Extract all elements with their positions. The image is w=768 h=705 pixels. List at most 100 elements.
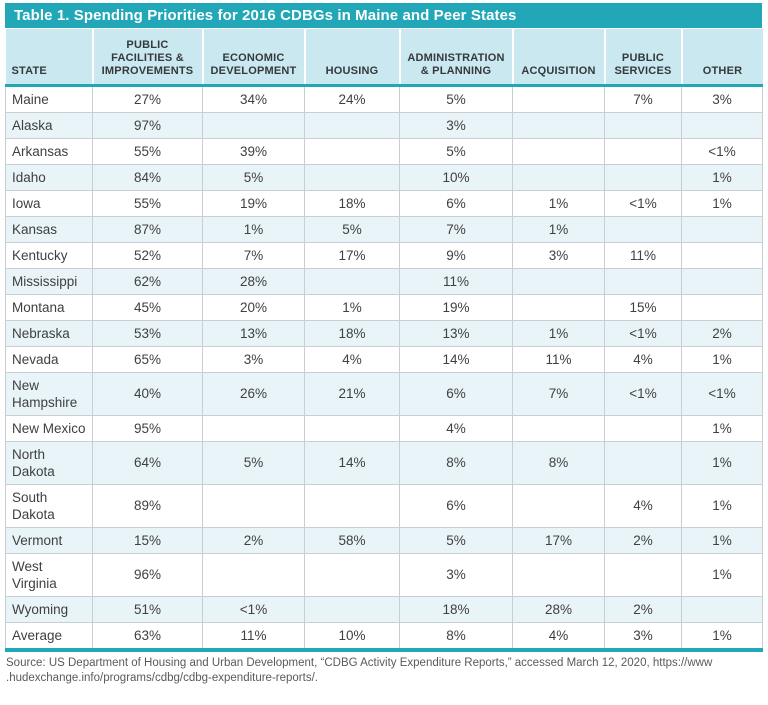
state-cell: Kansas [5,215,93,243]
table-row: West Virginia 96% 3% 1% [5,552,763,597]
value-cell [304,414,400,442]
value-cell: 2% [604,526,682,554]
state-cell: Average [5,621,93,650]
column-header-administration-planning: Administration & Planning [398,29,513,87]
value-cell: 1% [681,163,763,191]
column-header-state: State [5,29,93,87]
value-cell: 65% [92,345,203,373]
table-row: Average 63% 11% 10% 8% 4% 3% 1% [5,621,763,650]
value-cell: 52% [92,241,203,269]
value-cell: 1% [681,189,763,217]
value-cell: 3% [399,552,513,597]
value-cell: 24% [304,84,400,113]
value-cell [304,267,400,295]
column-header-public-facilities-improvements: Public Facilities & Improvements [91,29,203,87]
table-row: New Mexico 95% 4% 1% [5,414,763,442]
state-cell: Alaska [5,111,93,139]
value-cell: 51% [92,595,203,623]
value-cell: 89% [92,483,203,528]
value-cell [202,414,305,442]
state-cell: Nevada [5,345,93,373]
value-cell: 18% [304,189,400,217]
value-cell: 13% [202,319,305,347]
value-cell [512,137,605,165]
value-cell: 1% [681,345,763,373]
value-cell [604,414,682,442]
table-row: Alaska 97% 3% [5,111,763,139]
value-cell: 1% [202,215,305,243]
value-cell: 1% [512,189,605,217]
value-cell [304,111,400,139]
value-cell: 8% [399,440,513,485]
value-cell [512,267,605,295]
value-cell: 5% [202,440,305,485]
value-cell: 7% [604,84,682,113]
value-cell [512,552,605,597]
value-cell: 28% [512,595,605,623]
table-row: Nevada 65% 3% 4% 14% 11% 4% 1% [5,345,763,373]
value-cell [604,111,682,139]
value-cell [681,241,763,269]
value-cell: 28% [202,267,305,295]
value-cell [604,440,682,485]
value-cell: 6% [399,189,513,217]
value-cell: 1% [681,621,763,650]
value-cell: 14% [304,440,400,485]
table-row: Iowa 55% 19% 18% 6% 1% <1% 1% [5,189,763,217]
state-cell: North Dakota [5,440,93,485]
value-cell [202,483,305,528]
value-cell: 4% [604,483,682,528]
value-cell: 87% [92,215,203,243]
table-row: South Dakota 89% 6% 4% 1% [5,483,763,528]
value-cell: <1% [202,595,305,623]
state-cell: Mississippi [5,267,93,295]
value-cell: 11% [202,621,305,650]
value-cell: 14% [399,345,513,373]
value-cell: 95% [92,414,203,442]
value-cell: 4% [512,621,605,650]
value-cell: 5% [399,137,513,165]
value-cell: 3% [604,621,682,650]
value-cell [681,215,763,243]
state-cell: Maine [5,84,93,113]
table-row: Mississippi 62% 28% 11% [5,267,763,295]
value-cell [604,267,682,295]
state-cell: Kentucky [5,241,93,269]
value-cell: 18% [399,595,513,623]
table-row: Maine 27% 34% 24% 5% 7% 3% [5,84,763,113]
value-cell: <1% [604,319,682,347]
value-cell: 1% [512,319,605,347]
value-cell: 63% [92,621,203,650]
state-cell: Idaho [5,163,93,191]
value-cell: 20% [202,293,305,321]
value-cell: 53% [92,319,203,347]
value-cell: 3% [202,345,305,373]
value-cell: 19% [202,189,305,217]
value-cell: 3% [681,84,763,113]
source-line-2: .hudexchange.info/programs/cdbg/cdbg-exp… [6,671,318,684]
value-cell [304,137,400,165]
value-cell: 1% [681,414,763,442]
value-cell [512,414,605,442]
value-cell: 84% [92,163,203,191]
value-cell: 15% [604,293,682,321]
table-row: Wyoming 51% <1% 18% 28% 2% [5,595,763,623]
value-cell: <1% [604,371,682,416]
table-header: State Public Facilities & Improvements E… [5,29,763,87]
value-cell: 1% [304,293,400,321]
value-cell: 5% [399,526,513,554]
table-row: Arkansas 55% 39% 5% <1% [5,137,763,165]
state-cell: West Virginia [5,552,93,597]
value-cell [512,111,605,139]
value-cell: 8% [399,621,513,650]
table-row: Vermont 15% 2% 58% 5% 17% 2% 1% [5,526,763,554]
value-cell: 10% [304,621,400,650]
value-cell: <1% [604,189,682,217]
state-cell: Vermont [5,526,93,554]
value-cell [304,163,400,191]
value-cell: 97% [92,111,203,139]
column-header-economic-development: Economic Development [201,29,305,87]
column-header-housing: Housing [303,29,400,87]
value-cell: 9% [399,241,513,269]
value-cell: 8% [512,440,605,485]
